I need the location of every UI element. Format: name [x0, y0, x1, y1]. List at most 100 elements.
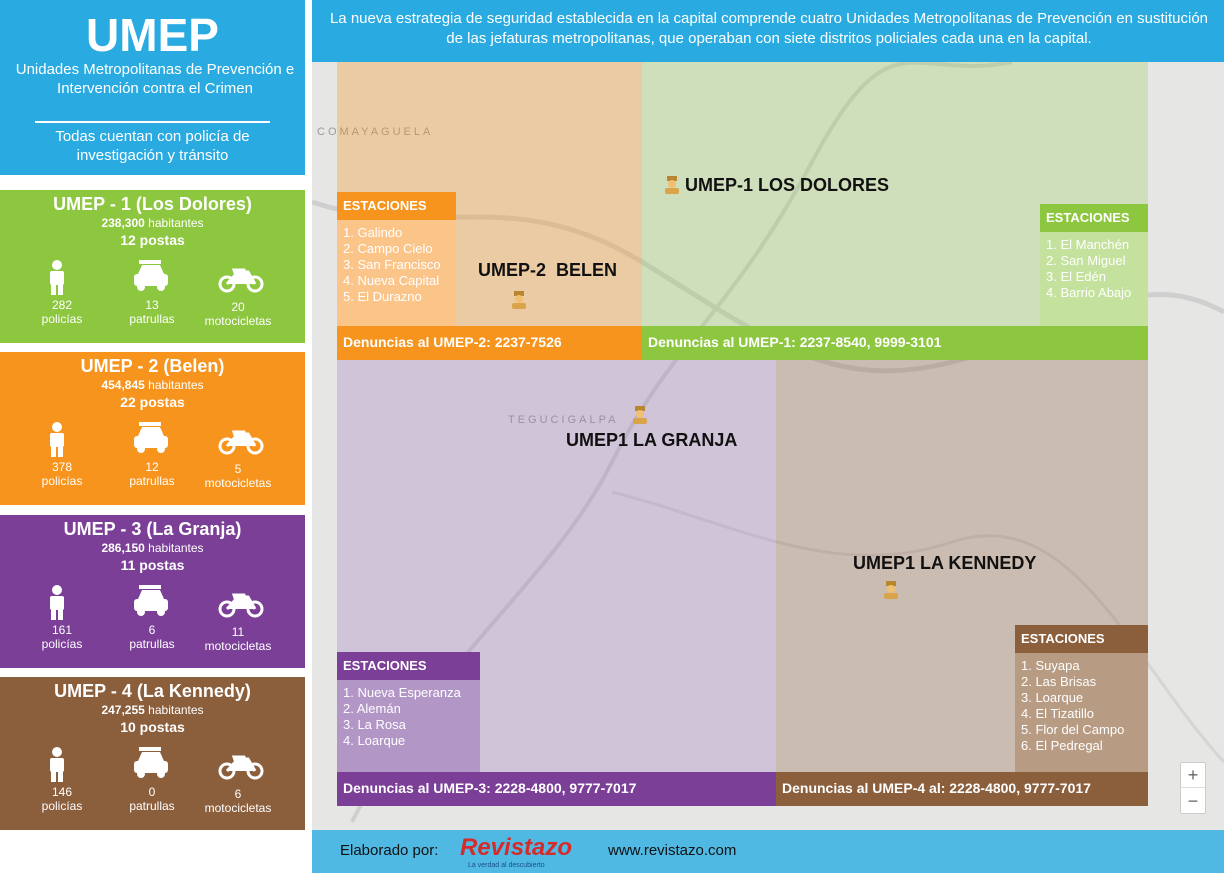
population-line: 238,300 habitantes	[0, 216, 305, 230]
complaints-bar: Denuncias al UMEP-1: 2237-8540, 9999-310…	[642, 326, 1148, 360]
zoom-in[interactable]: +	[1181, 763, 1205, 788]
stat-value: 6	[148, 623, 156, 637]
stations-list: 1. Suyapa 2. Las Brisas 3. Loarque 4. El Ti…	[1015, 653, 1148, 772]
population-line: 286,150 habitantes	[0, 541, 305, 555]
station: 3. Loarque	[1021, 690, 1084, 705]
station: 4. Loarque	[343, 733, 406, 748]
url: www.revistazo.com	[608, 842, 737, 859]
header-box	[0, 0, 305, 175]
posts-line: 22 postas	[0, 394, 305, 410]
stat-value: 146	[51, 785, 73, 799]
stations-list: 1. Nueva Esperanza 2. Alemán 3. La Rosa 4. …	[337, 680, 480, 772]
stat-label: policías	[41, 474, 83, 488]
population-label: habitantes	[148, 703, 204, 717]
zone-name: UMEP-1 LOS DOLORES	[685, 175, 890, 195]
complaints-bar: Denuncias al UMEP-4 al: 2228-4800, 9777-…	[776, 772, 1148, 806]
credit: Elaborado por:	[340, 842, 439, 859]
posts-line: 10 postas	[0, 719, 305, 735]
complaints-bar: Denuncias al UMEP-2: 2237-7526	[337, 326, 642, 360]
station: 5. El Durazno	[343, 289, 422, 304]
stat-icon	[218, 755, 264, 780]
unit-name: UMEP - 3 (La Granja)	[63, 519, 242, 539]
station: 1. Galindo	[343, 225, 403, 240]
posts-line: 11 postas	[0, 557, 305, 573]
population: 238,300	[101, 216, 145, 230]
posts-label: postas	[139, 394, 185, 410]
stat-label: patrullas	[129, 312, 175, 326]
station: 3. San Francisco	[343, 257, 441, 272]
posts-line: 12 postas	[0, 232, 305, 248]
unit-card: UMEP - 1 (Los Dolores) 238,300 habitantes…	[0, 190, 305, 343]
stat-icon	[134, 260, 168, 291]
station: 3. La Rosa	[343, 717, 406, 732]
stat-value: 282	[51, 298, 73, 312]
stat-label: policías	[41, 637, 83, 651]
station: 2. San Miguel	[1046, 253, 1126, 268]
stat-icon	[134, 747, 168, 778]
map-label: TEGUCIGALPA	[508, 414, 619, 426]
stations-title: ESTACIONES	[1015, 625, 1148, 653]
unit-name: UMEP - 4 (La Kennedy)	[54, 681, 251, 701]
station: 1. Nueva Esperanza	[343, 685, 461, 700]
posts: 22	[120, 394, 136, 410]
police-icon	[665, 176, 679, 194]
stat-icon	[218, 430, 264, 455]
banner-box	[312, 0, 1224, 62]
title: UMEP	[86, 9, 219, 61]
stat-value: 6	[234, 787, 242, 801]
unit-card: UMEP - 4 (La Kennedy) 247,255 habitantes 1…	[0, 677, 305, 830]
station: 5. Flor del Campo	[1021, 722, 1125, 737]
map-label: COMAYAGUELA	[317, 126, 434, 138]
station: 4. El Tizatillo	[1021, 706, 1094, 721]
unit-card: UMEP - 3 (La Granja) 286,150 habitantes 11…	[0, 515, 305, 668]
stat-icon	[50, 260, 64, 295]
stat-label: patrullas	[129, 637, 175, 651]
stat-value: 0	[148, 785, 156, 799]
stations-title: ESTACIONES	[1040, 204, 1148, 232]
station: 2. Las Brisas	[1021, 674, 1097, 689]
unit-card: UMEP - 2 (Belen) 454,845 habitantes 22 pos…	[0, 352, 305, 505]
zone-name: UMEP-2 BELEN	[478, 260, 618, 280]
stat-icon	[50, 585, 64, 620]
zoom-out[interactable]: −	[1187, 791, 1199, 811]
footer-bar	[312, 830, 1224, 873]
stations-list: 1. Galindo 2. Campo Cielo 3. San Francisco…	[337, 220, 456, 326]
unit-name: UMEP - 2 (Belen)	[80, 356, 225, 376]
stat-label: motocicletas	[204, 476, 272, 490]
stat-value: 20	[231, 300, 245, 314]
stations-title: ESTACIONES	[337, 192, 456, 220]
station: 3. El Edén	[1046, 269, 1106, 284]
stat-value: 161	[51, 623, 73, 637]
stat-icon	[50, 747, 64, 782]
stat-label: patrullas	[129, 474, 175, 488]
stat-icon	[134, 422, 168, 453]
stat-icon	[134, 585, 168, 616]
station: 2. Alemán	[343, 701, 401, 716]
stat-icon	[218, 268, 264, 293]
stat-label: motocicletas	[204, 639, 272, 653]
police-icon	[633, 406, 647, 424]
population-label: habitantes	[148, 378, 204, 392]
police-icon	[884, 581, 898, 599]
station: 2. Campo Cielo	[343, 241, 433, 256]
stat-icon	[50, 422, 64, 457]
subtitle: Unidades Metropolitanas de Prevención e …	[15, 61, 295, 97]
complaints-bar: Denuncias al UMEP-3: 2228-4800, 9777-701…	[337, 772, 776, 806]
zoom-control: + −	[1180, 762, 1206, 814]
station: 1. Suyapa	[1021, 658, 1080, 673]
stations-list: 1. El Manchén 2. San Miguel 3. El Edén 4. B…	[1040, 232, 1148, 326]
police-icon	[512, 291, 526, 309]
station: 4. Barrio Abajo	[1046, 285, 1132, 300]
stat-label: patrullas	[129, 799, 175, 813]
banner: La nueva estrategia de seguridad estable…	[329, 10, 1209, 47]
stat-value: 12	[145, 460, 159, 474]
divider	[35, 121, 270, 123]
posts-label: postas	[139, 557, 185, 573]
unit-name: UMEP - 1 (Los Dolores)	[53, 194, 252, 214]
posts: 10	[120, 719, 136, 735]
tagline: La verdad al descubierto	[468, 862, 545, 869]
population-label: habitantes	[148, 541, 204, 555]
station: 4. Nueva Capital	[343, 273, 440, 288]
